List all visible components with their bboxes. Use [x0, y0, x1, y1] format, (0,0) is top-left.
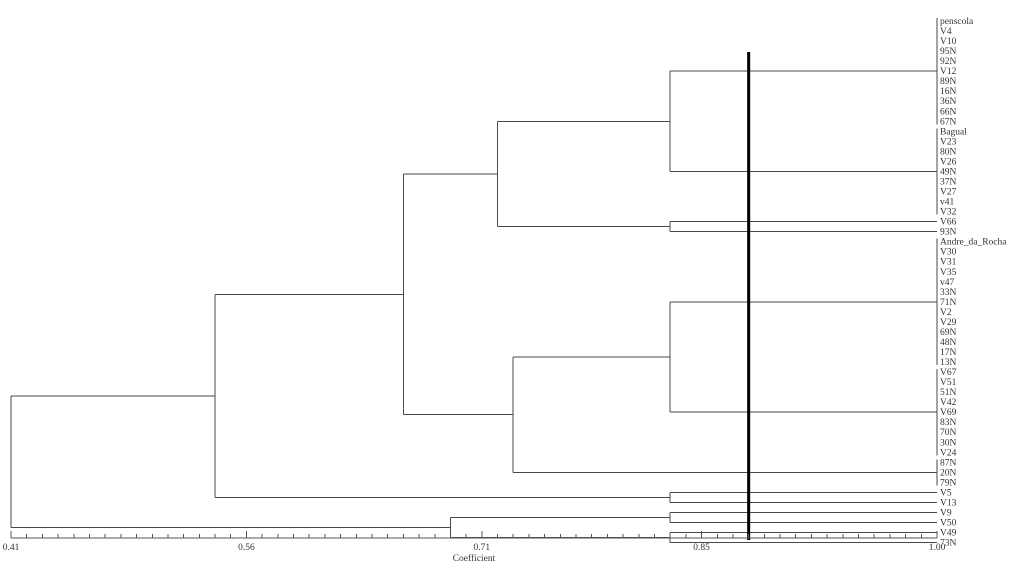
leaf-label: 73N — [940, 539, 957, 549]
leaf-label: 17N — [940, 348, 957, 358]
leaf-label: 51N — [940, 388, 957, 398]
leaf-label: 71N — [940, 298, 957, 308]
tick-label: 0.56 — [238, 543, 255, 553]
leaf-label: V10 — [940, 37, 957, 47]
leaf-label: 79N — [940, 478, 957, 488]
leaf-label: v47 — [940, 278, 955, 288]
leaf-label: 83N — [940, 418, 957, 428]
leaf-label: Bagual — [940, 127, 967, 137]
leaf-label: 20N — [940, 468, 957, 478]
leaf-label: V24 — [940, 448, 957, 458]
leaf-label: V69 — [940, 408, 957, 418]
leaf-label: 13N — [940, 358, 957, 368]
leaf-label: penscola — [940, 17, 974, 27]
leaf-label: 67N — [940, 117, 957, 127]
leaf-label: 87N — [940, 458, 957, 468]
leaf-label: V13 — [940, 498, 957, 508]
leaf-label: 69N — [940, 328, 957, 338]
tick-label: 0.41 — [3, 543, 20, 553]
x-axis-title: Coefficient — [453, 553, 496, 564]
leaf-label: V30 — [940, 248, 957, 258]
leaf-label: V4 — [940, 27, 952, 37]
leaf-label: V9 — [940, 508, 952, 518]
leaf-label: V50 — [940, 519, 957, 529]
leaf-label: V51 — [940, 378, 957, 388]
tick-label: 0.85 — [693, 543, 710, 553]
leaf-label: 95N — [940, 47, 957, 57]
tick-label: 1.00 — [929, 543, 946, 553]
leaf-label: V49 — [940, 529, 957, 539]
leaf-label: V5 — [940, 488, 952, 498]
tick-label: 0.71 — [474, 543, 491, 553]
leaf-label: V32 — [940, 208, 957, 218]
leaf-label: 33N — [940, 288, 957, 298]
x-axis: 0.41 0.56 0.71 0.85 1.00 — [3, 531, 946, 553]
leaf-label: 48N — [940, 338, 957, 348]
leaf-label: V26 — [940, 157, 957, 167]
leaf-label: V42 — [940, 398, 957, 408]
leaf-label: V29 — [940, 318, 957, 328]
leaf-label: 70N — [940, 428, 957, 438]
leaf-label: 30N — [940, 438, 957, 448]
leaf-label: V67 — [940, 368, 957, 378]
dendrogram-tree — [10, 18, 938, 544]
leaf-label: 66N — [940, 107, 957, 117]
leaf-labels: penscolaV4V1095N92NV1289N16N36N66N67NBag… — [940, 17, 1007, 549]
leaf-label: V35 — [940, 268, 957, 278]
leaf-label: V23 — [940, 137, 957, 147]
leaf-label: 37N — [940, 177, 957, 187]
leaf-label: V27 — [940, 188, 957, 198]
leaf-label: Andre_da_Rocha — [940, 238, 1007, 248]
leaf-label: V2 — [940, 308, 952, 318]
leaf-label: 93N — [940, 228, 957, 238]
leaf-label: 36N — [940, 97, 957, 107]
leaf-label: V12 — [940, 67, 957, 77]
leaf-label: V66 — [940, 218, 957, 228]
leaf-label: 80N — [940, 147, 957, 157]
leaf-label: 92N — [940, 57, 957, 67]
leaf-label: 49N — [940, 167, 957, 177]
leaf-label: 89N — [940, 77, 957, 87]
leaf-label: v41 — [940, 198, 955, 208]
leaf-label: 16N — [940, 87, 957, 97]
leaf-label: V31 — [940, 258, 957, 268]
